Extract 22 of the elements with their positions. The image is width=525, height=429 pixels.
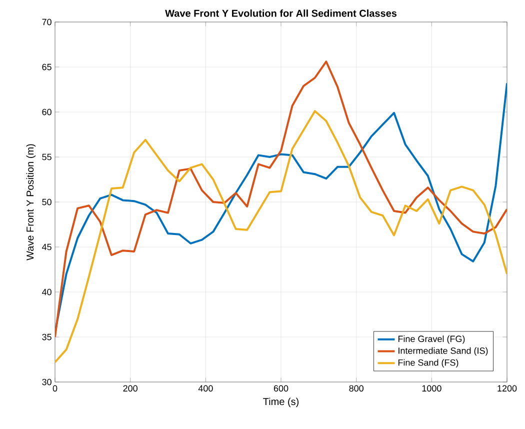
y-tick-label: 45 [42,244,52,250]
y-tick-label: 60 [42,108,52,116]
x-tick-label: 400 [198,385,213,392]
x-tick-label: 0 [52,385,58,392]
chart-title: Wave Front Y Evolution for All Sediment Classes [165,9,397,17]
y-tick-label: 30 [42,378,52,386]
y-tick-label: 70 [42,18,52,26]
y-axis-title: Wave Front Y Position (m) [26,144,36,260]
y-tick-label: 40 [42,288,52,296]
y-tick-label: 65 [42,64,52,70]
legend-label: Fine Gravel (FG) [398,335,465,344]
y-tick-label: 50 [42,198,52,206]
legend-label: Fine Sand (FS) [398,359,458,368]
x-tick-label: 800 [349,385,364,392]
x-tick-label: 1000 [422,385,442,392]
x-tick-label: 200 [123,385,138,392]
legend-label: Intermediate Sand (IS) [398,347,488,356]
x-axis-title: Time (s) [263,398,299,408]
y-tick-label: 55 [42,154,52,160]
x-tick-label: 600 [274,385,288,392]
x-tick-label: 1200 [498,385,517,392]
y-tick-label: 35 [42,334,52,340]
